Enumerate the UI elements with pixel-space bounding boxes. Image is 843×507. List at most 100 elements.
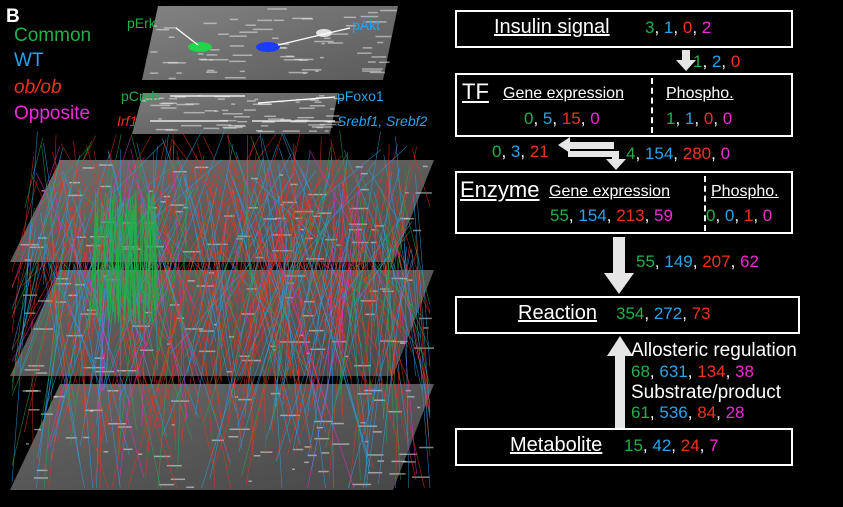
value-obob: 15 (561, 109, 581, 128)
value-common: 61 (631, 403, 650, 422)
tf-to-enzyme-values: 4, 154, 280, 0 (626, 144, 731, 163)
pakt-leader (277, 27, 351, 46)
value-wt: 154 (644, 144, 674, 163)
enzyme-gene-values: 55, 154, 213, 59 (550, 206, 673, 225)
value-opposite: 0 (590, 109, 600, 128)
value-obob: 280 (682, 144, 712, 163)
value-opposite: 59 (654, 206, 673, 225)
network-edges (11, 129, 431, 489)
value-obob: 134 (697, 362, 726, 381)
arrow-insulin-to-tf (676, 50, 696, 71)
tf-box (455, 73, 793, 137)
legend-opposite: Opposite (14, 103, 91, 124)
value-obob: 0 (730, 52, 741, 71)
network-layers-illustration (10, 6, 434, 490)
value-obob: 73 (691, 304, 711, 323)
label-srebf: Srebf1, Srebf2 (337, 113, 428, 129)
value-obob: 0 (703, 109, 714, 128)
value-obob: 24 (680, 436, 700, 455)
insulin-to-tf-values: 1, 2, 0 (693, 52, 741, 71)
enzyme-box (455, 171, 793, 234)
legend-obob: ob/ob (14, 77, 62, 98)
value-obob: 21 (529, 142, 549, 161)
value-common: 1 (666, 109, 676, 128)
value-wt: 42 (652, 436, 672, 455)
enzyme-to-tf-values: 0, 3, 21 (492, 142, 549, 161)
reaction-values: 354, 272, 73 (616, 304, 711, 323)
panel-label: B (6, 6, 20, 27)
enzyme-label: Enzyme (460, 177, 540, 202)
substrate-values: 61, 536, 84, 28 (631, 403, 745, 422)
enzyme-gene-expression-label: Gene expression (549, 183, 670, 200)
arrow-enzyme-to-reaction (604, 237, 634, 294)
value-common: 0 (492, 142, 502, 161)
value-common: 15 (624, 436, 643, 455)
value-wt: 149 (664, 252, 693, 271)
label-pcreb: pCreb (121, 88, 160, 104)
metabolite-values: 15, 42, 24, 7 (624, 436, 719, 455)
value-opposite: 7 (709, 436, 719, 455)
metabolite-label: Metabolite (510, 434, 603, 456)
value-obob: 0 (682, 18, 693, 37)
legend-common: Common (14, 25, 92, 46)
value-obob: 1 (743, 206, 754, 225)
value-opposite: 62 (740, 252, 759, 271)
tf-gene-expression-label: Gene expression (503, 85, 624, 102)
value-opposite: 0 (762, 206, 773, 225)
value-common: 0 (706, 206, 716, 225)
value-common: 0 (524, 109, 534, 128)
value-opposite: 2 (701, 18, 712, 37)
value-opposite: 0 (720, 144, 731, 163)
value-wt: 5 (542, 109, 553, 128)
label-perk: pErk (127, 15, 156, 31)
label-irf1: Irf1 (117, 113, 138, 129)
value-obob: 207 (702, 252, 731, 271)
insulin-signal-label: Insulin signal (494, 16, 610, 38)
value-wt: 631 (659, 362, 688, 381)
allosteric-values: 68, 631, 134, 38 (631, 362, 754, 381)
value-wt: 2 (711, 52, 722, 71)
tf-phospho-label: Phospho. (666, 85, 734, 102)
value-wt: 0 (724, 206, 735, 225)
label-pfoxo1: pFoxo1 (337, 88, 384, 104)
tf-divider (651, 78, 653, 133)
value-common: 3 (645, 18, 655, 37)
value-common: 55 (550, 206, 569, 225)
reaction-label: Reaction (518, 302, 597, 324)
value-obob: 213 (616, 206, 645, 225)
value-opposite: 0 (722, 109, 733, 128)
value-wt: 272 (653, 304, 683, 323)
enzyme-divider (704, 176, 706, 231)
value-common: 68 (631, 362, 650, 381)
tf-phospho-values: 1, 1, 0, 0 (666, 109, 733, 128)
insulin-signal-box (455, 10, 793, 48)
enzyme-phospho-values: 0, 0, 1, 0 (706, 206, 773, 225)
enzyme-phospho-label: Phospho. (711, 183, 779, 200)
substrate-label: Substrate/product (631, 382, 781, 403)
perk-leader (175, 27, 199, 46)
tf-gene-values: 0, 5, 15, 0 (524, 109, 600, 128)
perk-node (188, 42, 212, 52)
reaction-box (455, 296, 800, 334)
enzyme-to-reaction-values: 55, 149, 207, 62 (636, 252, 759, 271)
tf-label: TF (462, 79, 489, 104)
value-obob: 84 (697, 403, 717, 422)
value-common: 354 (616, 304, 645, 323)
value-wt: 154 (578, 206, 607, 225)
value-opposite: 38 (735, 362, 754, 381)
pakt-node (256, 42, 280, 52)
value-common: 1 (693, 52, 703, 71)
value-wt: 536 (659, 403, 688, 422)
value-wt: 1 (663, 18, 674, 37)
value-wt: 1 (684, 109, 695, 128)
label-pakt: pAkt (352, 17, 381, 33)
insulin-signal-values: 3, 1, 0, 2 (645, 18, 712, 37)
arrow-tf-enzyme-exchange (558, 137, 626, 170)
value-common: 55 (636, 252, 655, 271)
value-wt: 3 (510, 142, 521, 161)
value-opposite: 28 (725, 403, 745, 422)
value-common: 4 (626, 144, 636, 163)
allosteric-label: Allosteric regulation (631, 340, 797, 361)
metabolite-box (455, 428, 793, 466)
